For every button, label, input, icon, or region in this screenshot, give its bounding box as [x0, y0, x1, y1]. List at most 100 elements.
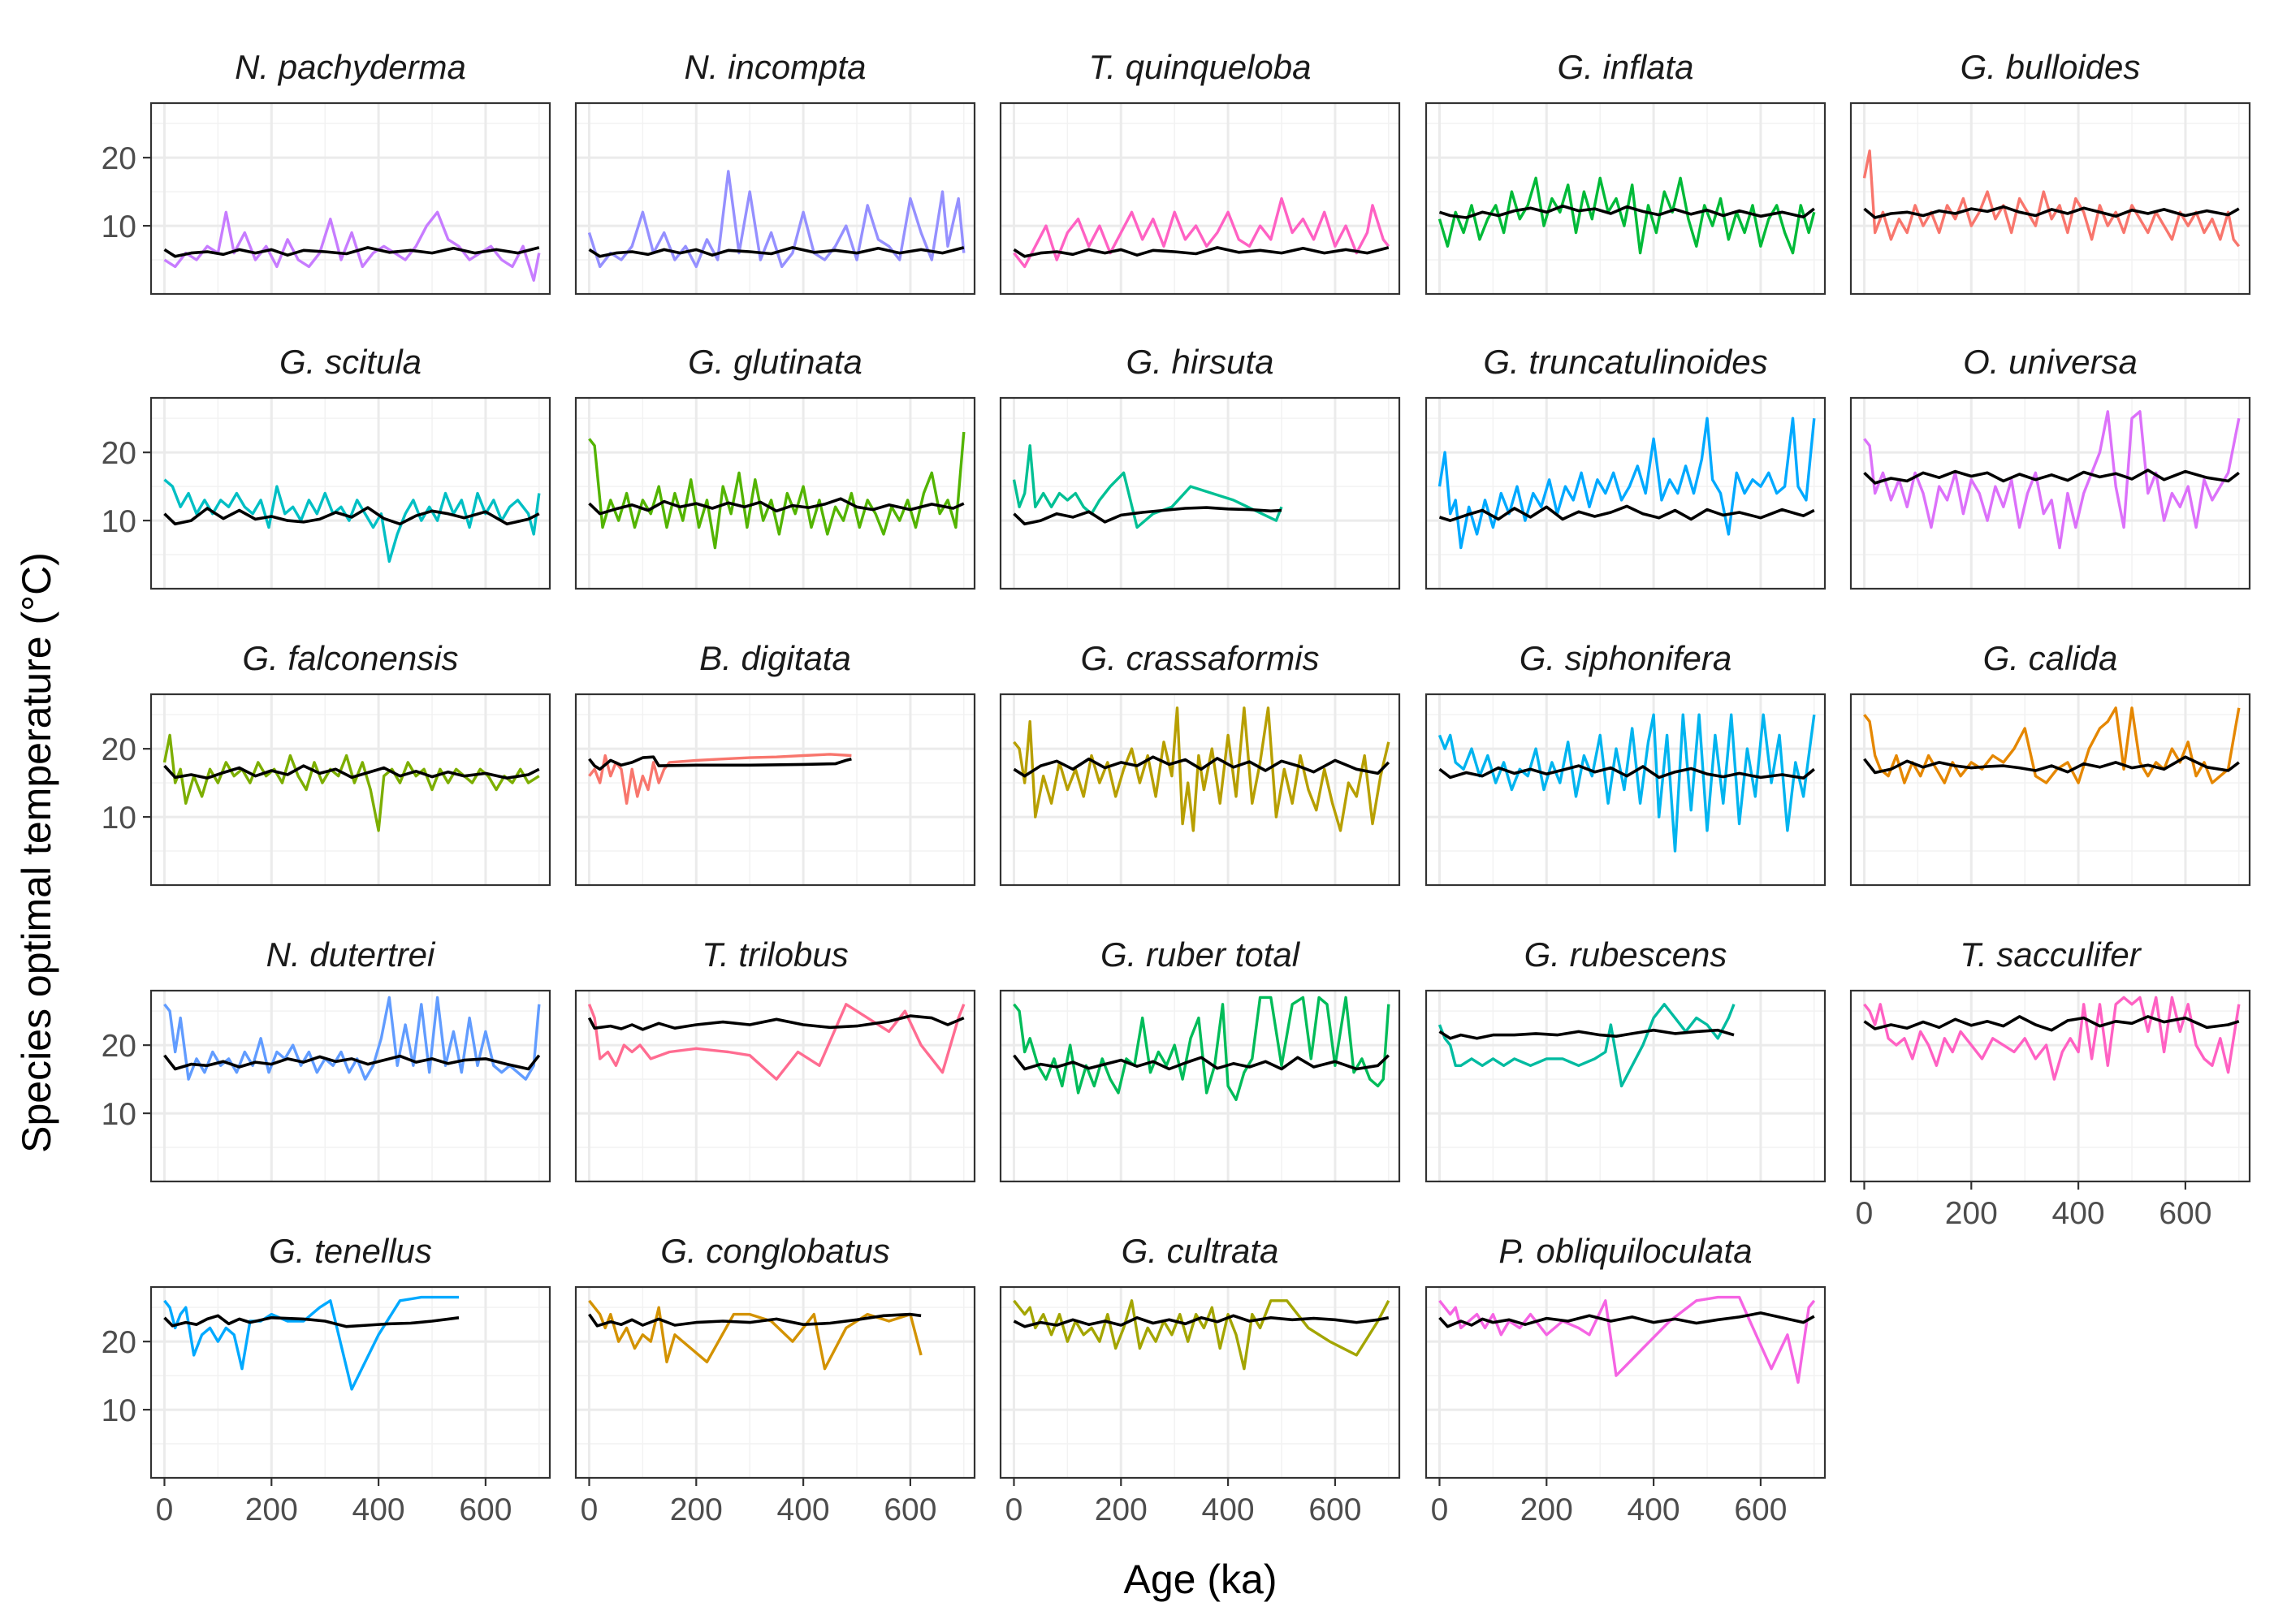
- mean-series-line: [163, 246, 540, 258]
- mean-series-line: [1438, 204, 1815, 219]
- facet-title: G. inflata: [1557, 48, 1693, 86]
- facet-b-digitata: B. digitata: [574, 639, 976, 887]
- mean-series-line: [163, 764, 540, 780]
- species-series-line: [588, 753, 852, 805]
- mean-series-line: [1438, 1028, 1735, 1040]
- facet-g-bulloides: G. bulloides: [1849, 48, 2251, 296]
- facet-panels: N. pachyderma 10 20 N. incompta T. quinquelo…: [102, 48, 2251, 1527]
- mean-series-line: [587, 1014, 965, 1031]
- panel-border: [1849, 693, 2251, 887]
- facet-title: G. bulloides: [1961, 48, 2141, 86]
- x-tick-label: 200: [1520, 1492, 1573, 1527]
- species-series-line: [588, 431, 966, 550]
- facet-title: G. conglobatus: [660, 1232, 890, 1270]
- facet-title: T. trilobus: [702, 935, 849, 974]
- facet-title: P. obliquiloculata: [1498, 1232, 1752, 1270]
- panel-border: [1424, 693, 1827, 887]
- facet-title: N. dutertrei: [266, 935, 436, 974]
- x-tick-label: 200: [1095, 1492, 1148, 1527]
- x-tick-label: 0: [156, 1492, 174, 1527]
- mean-series-line: [588, 1312, 922, 1328]
- panel-border: [1849, 396, 2251, 590]
- facet-p-obliquiloculata: P. obliquiloculata 0 200 400 600: [1424, 1232, 1827, 1527]
- y-axis-title: Species optimal temperature (°C): [14, 552, 59, 1153]
- y-tick-label: 20: [102, 1029, 136, 1064]
- x-tick-label: 600: [2159, 1196, 2211, 1231]
- species-series-line: [1013, 197, 1390, 269]
- panel-background: [1001, 694, 1399, 885]
- mean-series-line: [1438, 1311, 1815, 1328]
- mean-series-line: [1863, 469, 2240, 485]
- species-series-line: [588, 1299, 923, 1371]
- species-series-line: [1012, 444, 1283, 529]
- panel-border: [149, 989, 551, 1183]
- facet-g-rubescens: G. rubescens: [1424, 935, 1827, 1183]
- panel-border: [574, 989, 976, 1183]
- facet-t-quinqueloba: T. quinqueloba: [999, 48, 1401, 296]
- panel-border: [1424, 1285, 1827, 1479]
- mean-series-line: [1013, 506, 1282, 526]
- panel-border: [574, 1285, 976, 1479]
- x-tick-label: 600: [884, 1492, 936, 1527]
- mean-series-line: [1013, 246, 1390, 258]
- facet-title: T. sacculifer: [1960, 935, 2142, 974]
- x-tick-label: 400: [2052, 1196, 2105, 1231]
- facet-title: B. digitata: [699, 639, 851, 677]
- species-series-line: [1013, 706, 1390, 832]
- facet-title: G. hirsuta: [1126, 343, 1273, 381]
- panel-background: [151, 991, 550, 1181]
- panel-border: [1424, 102, 1827, 296]
- panel-background: [1426, 1287, 1825, 1478]
- facet-n-incompta: N. incompta: [574, 48, 976, 296]
- species-series-line: [162, 733, 540, 832]
- facet-g-inflata: G. inflata: [1424, 48, 1827, 296]
- facet-g-ruber-total: G. ruber total: [999, 935, 1401, 1183]
- x-tick-label: 0: [1856, 1196, 1874, 1231]
- mean-series-line: [163, 1054, 541, 1071]
- species-series-line: [1013, 996, 1390, 1102]
- facet-title: G. falconensis: [242, 639, 458, 677]
- facet-title: G. ruber total: [1100, 935, 1301, 974]
- species-series-line: [1437, 176, 1816, 255]
- y-tick-label: 10: [102, 209, 136, 244]
- x-tick-label: 400: [1628, 1492, 1680, 1527]
- facet-title: G. rubescens: [1524, 935, 1727, 974]
- mean-series-line: [588, 497, 965, 516]
- panel-border: [999, 1285, 1401, 1479]
- facet-title: O. universa: [1963, 343, 2138, 381]
- panel-background: [151, 103, 550, 294]
- mean-series-line: [1438, 764, 1815, 780]
- facet-g-siphonifera: G. siphonifera: [1424, 639, 1827, 887]
- panel-background: [1001, 103, 1399, 294]
- facet-n-dutertrei: N. dutertrei 10 20: [102, 935, 551, 1183]
- facet-title: G. tenellus: [269, 1232, 432, 1270]
- y-tick-label: 20: [102, 732, 136, 767]
- species-series-line: [163, 478, 541, 564]
- mean-series-line: [1863, 205, 2240, 219]
- facet-g-falconensis: G. falconensis 10 20: [102, 639, 551, 887]
- x-tick-label: 0: [1005, 1492, 1023, 1527]
- y-tick-label: 10: [102, 504, 136, 539]
- panel-background: [1426, 991, 1825, 1181]
- facet-g-truncatulinoides: G. truncatulinoides: [1424, 343, 1827, 590]
- panel-background: [151, 398, 550, 589]
- x-tick-label: 200: [1945, 1196, 1998, 1231]
- panel-border: [149, 102, 551, 296]
- facet-title: N. incompta: [684, 48, 866, 86]
- x-tick-label: 600: [1734, 1492, 1787, 1527]
- panel-background: [151, 694, 550, 885]
- y-tick-label: 20: [102, 1325, 136, 1360]
- panel-border: [999, 102, 1401, 296]
- facet-t-trilobus: T. trilobus: [574, 935, 976, 1183]
- panel-border: [999, 989, 1401, 1183]
- facet-title: N. pachyderma: [235, 48, 466, 86]
- facet-g-scitula: G. scitula 10 20: [102, 343, 551, 590]
- panel-background: [576, 398, 975, 589]
- facet-n-pachyderma: N. pachyderma 10 20: [102, 48, 551, 296]
- panel-background: [1851, 694, 2250, 885]
- mean-series-line: [1013, 1314, 1390, 1328]
- x-tick-label: 600: [1308, 1492, 1361, 1527]
- species-series-line: [1863, 410, 2241, 550]
- facet-title: G. glutinata: [688, 343, 862, 381]
